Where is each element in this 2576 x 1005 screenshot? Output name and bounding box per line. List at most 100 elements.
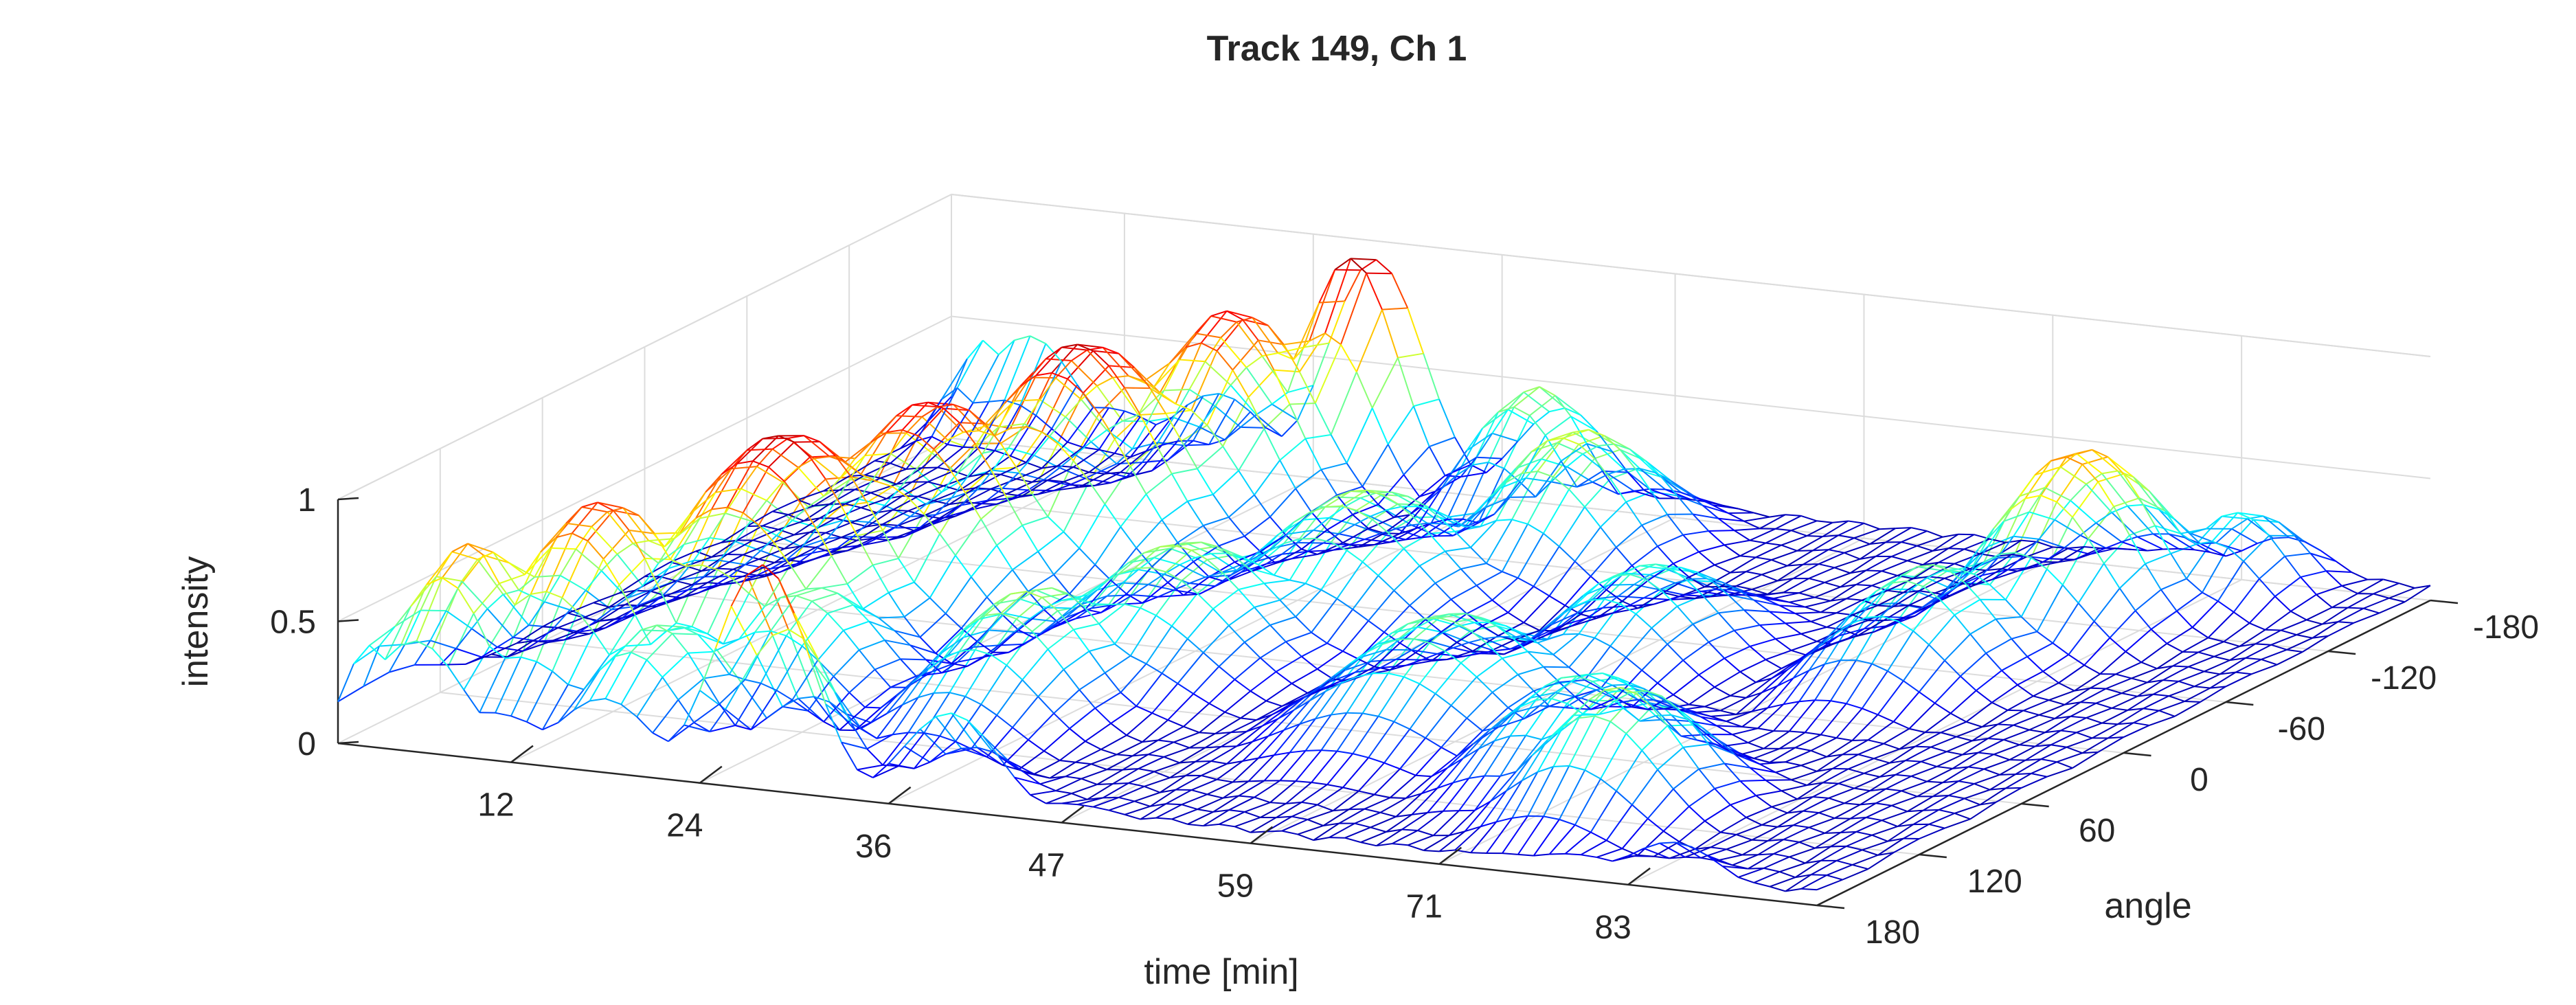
mesh-segment xyxy=(488,609,513,637)
mesh-segment xyxy=(2037,585,2062,631)
mesh-segment xyxy=(2336,561,2352,572)
mesh-segment xyxy=(901,659,916,676)
mesh-segment xyxy=(997,680,1022,715)
mesh-segment xyxy=(1892,796,1917,805)
mesh-segment xyxy=(1750,541,1765,543)
mesh-segment xyxy=(436,552,452,576)
mesh-segment xyxy=(1246,356,1262,368)
mesh-segment xyxy=(1805,607,1821,613)
mesh-segment xyxy=(1144,787,1160,793)
mesh-segment xyxy=(1921,752,1947,762)
mesh-segment xyxy=(1783,593,1799,594)
mesh-segment xyxy=(1770,611,1785,623)
mesh-segment xyxy=(2061,731,2077,733)
mesh-segment xyxy=(1164,360,1179,391)
mesh-segment xyxy=(1296,590,1321,617)
mesh-segment xyxy=(1363,713,1379,716)
mesh-segment xyxy=(2179,681,2195,686)
mesh-segment xyxy=(2224,642,2239,646)
mesh-segment xyxy=(1325,491,1351,507)
mesh-segment xyxy=(2338,622,2353,623)
mesh-segment xyxy=(1006,665,1022,679)
mesh-segment xyxy=(653,733,668,741)
mesh-segment xyxy=(2234,612,2250,623)
mesh-segment xyxy=(1744,517,1770,521)
mesh-segment xyxy=(997,545,1013,570)
mesh-segment xyxy=(883,530,899,558)
mesh-segment xyxy=(1735,530,1750,541)
mesh-segment xyxy=(1799,583,1824,593)
mesh-segment xyxy=(1095,527,1120,565)
mesh-segment xyxy=(1282,831,1298,835)
mesh-segment xyxy=(1162,501,1187,520)
mesh-segment xyxy=(1435,569,1460,583)
mesh-segment xyxy=(1111,723,1127,735)
mesh-segment xyxy=(2082,752,2098,753)
mesh-segment xyxy=(1398,639,1414,640)
mesh-segment xyxy=(1929,576,1945,578)
mesh-segment xyxy=(2096,693,2121,703)
mesh-segment xyxy=(1063,670,1079,690)
mesh-segment xyxy=(2161,578,2187,589)
mesh-segment xyxy=(2175,519,2191,533)
mesh-segment xyxy=(1427,633,1443,641)
mesh-segment xyxy=(1038,532,1063,552)
mesh-segment xyxy=(493,552,519,590)
mesh-segment xyxy=(1081,779,1097,784)
mesh-segment xyxy=(1305,435,1331,439)
mesh-segment xyxy=(1241,718,1256,720)
mesh-segment xyxy=(1717,855,1742,860)
mesh-segment xyxy=(1533,411,1549,424)
mesh-segment xyxy=(1878,681,1903,714)
mesh-segment xyxy=(1117,754,1133,756)
grid-line-y xyxy=(440,692,1919,855)
mesh-segment xyxy=(1815,700,1831,701)
mesh-segment xyxy=(1988,738,2004,740)
mesh-segment xyxy=(1735,625,1760,631)
mesh-segment xyxy=(1708,642,1724,659)
mesh-segment xyxy=(1616,750,1642,791)
mesh-segment xyxy=(1781,545,1797,551)
mesh-segment xyxy=(1343,758,1368,787)
mesh-segment xyxy=(1966,722,1982,727)
mesh-segment xyxy=(1174,742,1190,747)
mesh-segment xyxy=(1658,535,1683,546)
mesh-segment xyxy=(1772,551,1797,560)
mesh-segment xyxy=(1892,546,1917,557)
mesh-segment xyxy=(1380,813,1396,817)
mesh-segment xyxy=(2198,642,2224,652)
mesh-segment xyxy=(1254,460,1280,495)
mesh-segment xyxy=(861,508,877,512)
mesh-segment xyxy=(2008,710,2024,711)
mesh-segment xyxy=(741,488,767,500)
mesh-segment xyxy=(1642,526,1658,547)
mesh-segment xyxy=(1423,618,1439,619)
mesh-segment xyxy=(1235,826,1251,832)
grid-line-top xyxy=(951,194,2430,357)
mesh-segment xyxy=(1070,565,1095,594)
mesh-segment xyxy=(1927,531,1943,537)
mesh-segment xyxy=(991,655,1006,665)
mesh-segment xyxy=(1113,376,1129,378)
mesh-segment xyxy=(922,467,938,468)
mesh-segment xyxy=(1436,694,1451,705)
mesh-segment xyxy=(822,584,847,588)
mesh-segment xyxy=(1261,804,1286,817)
mesh-segment xyxy=(1205,361,1230,385)
mesh-segment xyxy=(1591,791,1616,832)
mesh-segment xyxy=(1996,788,2021,802)
mesh-segment xyxy=(1469,741,1494,778)
mesh-segment xyxy=(1496,519,1512,520)
mesh-segment xyxy=(1493,692,1509,708)
mesh-segment xyxy=(1681,734,1706,736)
x-tick-label: 24 xyxy=(666,808,703,844)
mesh-segment xyxy=(1325,506,1341,507)
mesh-segment xyxy=(1858,744,1884,755)
mesh-segment xyxy=(1030,619,1056,622)
mesh-segment xyxy=(1307,820,1323,826)
mesh-segment xyxy=(1939,549,1964,562)
mesh-segment xyxy=(1612,685,1628,686)
mesh-segment xyxy=(1740,781,1756,795)
mesh-segment xyxy=(1052,385,1077,429)
mesh-segment xyxy=(1738,877,1754,883)
